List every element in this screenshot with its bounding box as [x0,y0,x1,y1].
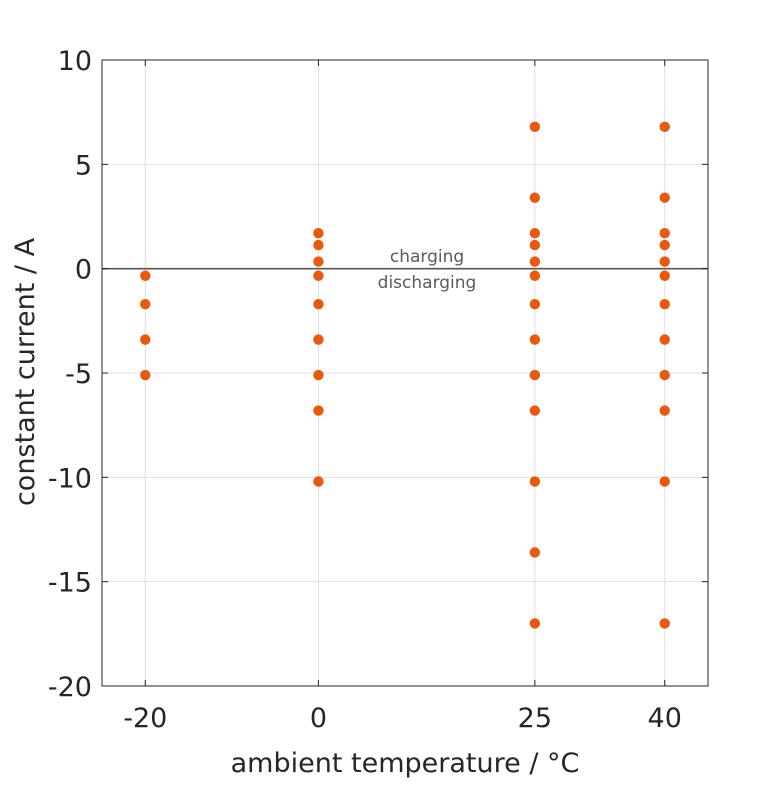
data-point [313,369,324,381]
data-point [529,369,541,381]
data-point [140,369,151,381]
tick-layer: -20 0 25 40 -20 -15 -10 -5 0 5 10 [48,46,708,734]
data-point [313,476,324,487]
data-point [659,405,670,416]
data-point [140,334,151,345]
data-point [529,256,541,267]
grid-layer [102,59,708,687]
y-tick-label: 5 [75,150,92,181]
data-point [659,476,670,487]
points-layer [140,121,670,629]
data-point [659,298,670,310]
data-point [659,121,670,132]
y-tick-label: -20 [48,672,92,703]
x-tick-label: 25 [518,703,552,734]
data-point [529,405,541,416]
data-point [529,121,541,132]
data-point [659,239,670,251]
data-point [313,256,324,267]
y-tick-label: 0 [75,255,92,286]
data-point [659,256,670,267]
data-point [529,618,541,629]
data-point [659,369,670,381]
data-point [313,239,324,251]
data-point [529,547,541,558]
data-point [529,239,541,251]
annotation-discharging: discharging [378,273,477,293]
data-point [313,270,324,281]
y-tick-label: 10 [58,46,92,77]
data-point [659,192,670,203]
data-point [659,334,670,345]
y-axis-title: constant current / A [10,237,41,506]
y-tick-label: -15 [48,568,92,599]
x-axis-title: ambient temperature / °C [231,748,580,779]
y-tick-label: -5 [65,359,92,390]
data-point [529,192,541,203]
data-point [529,227,541,239]
data-point [529,270,541,281]
data-point [659,227,670,239]
data-point [659,270,670,281]
data-point [529,476,541,487]
data-point [313,405,324,416]
data-point [140,298,151,310]
data-point [529,298,541,310]
annotation-charging: charging [390,247,464,267]
data-point [313,227,324,239]
data-point [313,334,324,345]
data-point [529,334,541,345]
x-tick-label: 40 [648,703,682,734]
data-point [140,270,151,281]
data-point [313,298,324,310]
y-tick-label: -10 [48,463,92,494]
x-tick-label: 0 [310,703,327,734]
data-point [659,618,670,629]
x-tick-label: -20 [123,703,167,734]
